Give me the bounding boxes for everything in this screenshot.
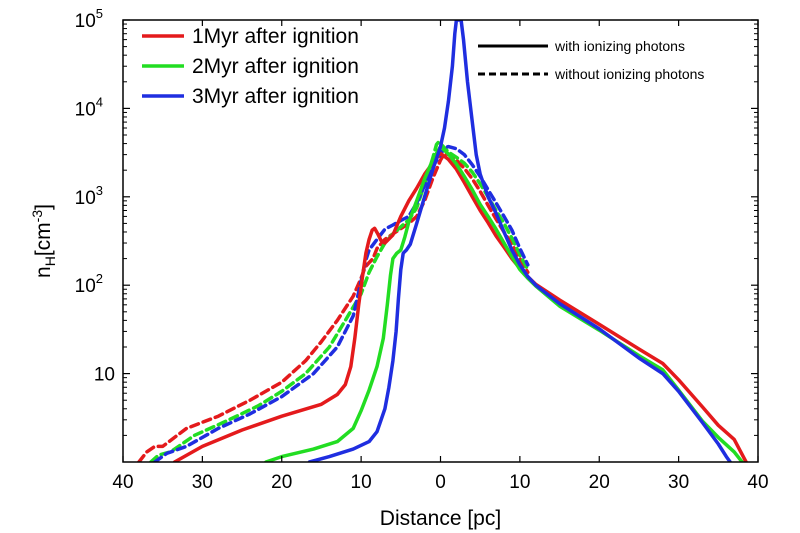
x-tick-label: 10 bbox=[351, 472, 372, 493]
y-tick-label: 10 bbox=[94, 365, 115, 386]
x-tick-label: 20 bbox=[589, 472, 610, 493]
series-line-2 bbox=[264, 144, 744, 462]
series-line-3 bbox=[307, 20, 732, 462]
y-tick-label: 103 bbox=[75, 183, 103, 209]
y-axis-label-unit-sup: -3 bbox=[29, 210, 45, 223]
x-tick-label: 30 bbox=[192, 472, 213, 493]
x-tick-label: 40 bbox=[112, 472, 133, 493]
y-axis-label-sub: H bbox=[42, 256, 58, 266]
series-line-1 bbox=[172, 151, 748, 462]
ticks-layer: 40 30 20 10 0 10 20 30 40 10 102 103 104 105 bbox=[75, 6, 769, 493]
x-tick-label: 40 bbox=[747, 472, 768, 493]
legend: 1Myr after ignition 2Myr after ignition 3M… bbox=[142, 25, 359, 108]
y-axis-label-unit-close: ] bbox=[32, 204, 55, 210]
series-line-4 bbox=[137, 151, 530, 462]
style-legend: with ionizing photons without ionizing p… bbox=[478, 38, 704, 82]
x-tick-label: 20 bbox=[271, 472, 292, 493]
x-axis-label: Distance [pc] bbox=[380, 507, 501, 530]
legend-label: 2Myr after ignition bbox=[192, 55, 359, 78]
y-axis-label: nH[cm-3] bbox=[29, 204, 58, 278]
x-tick-label: 30 bbox=[668, 472, 689, 493]
y-axis-label-unit: [cm bbox=[32, 222, 55, 256]
legend-label: 3Myr after ignition bbox=[192, 85, 359, 108]
y-axis-label-main: n bbox=[32, 266, 55, 278]
legend-label: 1Myr after ignition bbox=[192, 25, 359, 48]
series-layer bbox=[137, 20, 748, 462]
x-tick-label: 10 bbox=[509, 472, 530, 493]
style-legend-dashed-label: without ionizing photons bbox=[554, 66, 704, 82]
y-tick-label: 105 bbox=[75, 6, 103, 32]
labels-layer: Distance [pc] nH[cm-3] bbox=[29, 204, 501, 530]
style-legend-solid-label: with ionizing photons bbox=[554, 38, 685, 54]
x-tick-label: 0 bbox=[435, 472, 446, 493]
y-tick-label: 104 bbox=[75, 94, 103, 120]
y-tick-label: 102 bbox=[75, 271, 103, 297]
